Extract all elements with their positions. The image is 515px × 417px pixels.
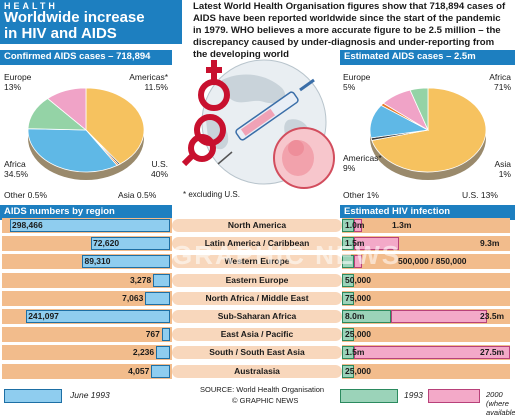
estimated-pie-chart (369, 87, 487, 180)
pie2-label-europe: Europe 5% (343, 72, 371, 92)
aids-bar (161, 328, 170, 342)
hiv-1993-bar (342, 273, 354, 287)
watermark: GRAPHIC NEWS (172, 240, 402, 270)
aids-bar (153, 273, 170, 287)
legend-june1993: June 1993 (70, 390, 110, 400)
male-symbol-icon (181, 114, 226, 167)
pie1-label-africa: Africa 34.5% (4, 159, 29, 179)
legend-2000: 2000 (where available) (486, 390, 515, 417)
aids-value: 7,063 (122, 292, 144, 303)
pie2-label-asia: Asia 1% (494, 159, 511, 179)
aids-bar (156, 346, 170, 360)
hiv-1993-bar (342, 310, 392, 323)
pie1-label-other: Other 0.5% (4, 190, 48, 200)
pie2-label-africa: Africa 71% (489, 72, 511, 92)
aids-bar (145, 291, 170, 305)
region-name: Latin America / Caribbean (172, 237, 342, 251)
confirmed-pie-chart (27, 87, 145, 180)
hiv-2000-value: 27.5m (480, 347, 505, 358)
fetus-icon (273, 127, 335, 189)
pie1-label-us: U.S. 40% (150, 159, 168, 179)
region-name: Sub-Saharan Africa (172, 310, 342, 323)
region-name: Australasia (172, 364, 342, 378)
hiv-2000-value: 500,000 / 850,000 (398, 256, 467, 267)
aids-value: 767 (145, 329, 160, 340)
hiv-1993-value: 50,000 (345, 274, 371, 285)
female-symbol-icon (198, 60, 230, 111)
hiv-2000-bar (354, 346, 510, 360)
aids-value: 72,620 (93, 238, 120, 249)
region-name: South / South East Asia (172, 346, 342, 360)
aids-value: 4,057 (128, 365, 150, 376)
hiv-1993-value: 1.5m (345, 238, 365, 249)
pie-slice-americas (46, 87, 87, 131)
region-name: East Asia / Pacific (172, 328, 342, 342)
region-name: Western Europe (172, 255, 342, 269)
hiv-2000-value: 23.5m (480, 311, 505, 321)
hiv-1993-value: 1.0m (345, 220, 365, 230)
footnote: * excluding U.S. (183, 190, 240, 199)
page-title-line1: Worldwide increase (4, 9, 145, 26)
hiv-1993-bar (342, 346, 354, 360)
legend-1993: 1993 (404, 390, 423, 400)
pie-slice-africa (371, 87, 487, 173)
hiv-2000-bar (354, 237, 400, 251)
page-title-line2: in HIV and AIDS (4, 25, 117, 42)
hiv-1993-bar (342, 328, 354, 342)
region-table: North America 298,466 1.0m 1.3m Latin Americ… (0, 218, 515, 383)
region-name: Eastern Europe (172, 273, 342, 287)
pie1-label-asia: Asia 0.5% (118, 190, 157, 200)
pie-slice-us (85, 87, 145, 165)
intro-text: Latest World Health Organisation figures… (193, 1, 506, 60)
hiv-2000-bar (354, 219, 362, 232)
hiv-2000-bar (391, 310, 488, 323)
hiv-infection-header: Estimated HIV infection (340, 205, 515, 220)
aids-value: 89,310 (84, 256, 111, 267)
confirmed-header: Confirmed AIDS cases – 718,894 (0, 50, 172, 65)
aids-value: 2,236 (132, 347, 155, 358)
pie-slice-europe (409, 87, 429, 131)
aids-value: 298,466 (12, 220, 43, 230)
aids-bar (151, 364, 170, 378)
aids-bar (82, 255, 170, 269)
pie2-label-americas: Americas* 9% (343, 153, 382, 173)
hiv-1993-value: 75,000 (345, 292, 371, 303)
hiv-1993-bar (342, 255, 354, 269)
aids-bar (91, 237, 170, 251)
pie2-label-us: U.S. 13% (462, 190, 498, 200)
hiv-1993-bar (342, 219, 354, 232)
hiv-1993-value: 8.0m (345, 311, 365, 321)
aids-bar (26, 310, 170, 323)
aids-bar (10, 219, 170, 232)
hiv-1993-value: 25,000 (345, 365, 371, 376)
source-credit: SOURCE: World Health Organisation (200, 385, 325, 394)
aids-value: 3,278 (129, 274, 152, 285)
pie-slice-africa (27, 128, 118, 173)
aids-numbers-header: AIDS numbers by region (0, 205, 172, 220)
syringe-icon (217, 78, 315, 165)
pie2-label-other: Other 1% (343, 190, 379, 200)
hiv-1993-bar (342, 291, 354, 305)
hiv-1993-bar (342, 237, 354, 251)
hiv-2000-value: 1.3m (392, 220, 412, 230)
legend-swatch-june1993 (4, 389, 62, 403)
kicker: HEALTH (4, 1, 58, 11)
hiv-2000-bar (354, 255, 362, 269)
aids-value: 241,097 (28, 311, 59, 321)
title-block (0, 0, 182, 44)
illustration (181, 59, 335, 189)
region-name: North Africa / Middle East (172, 291, 342, 305)
graphic-news-credit: © GRAPHIC NEWS (232, 396, 299, 405)
estimated-header: Estimated AIDS cases – 2.5m (340, 50, 515, 65)
hiv-1993-value: 1.5m (345, 347, 365, 358)
pie1-label-americas: Americas* 11.5% (129, 72, 168, 92)
legend-swatch-2000 (428, 389, 480, 403)
pie1-label-europe: Europe 13% (4, 72, 32, 92)
hiv-1993-bar (342, 364, 354, 378)
hiv-1993-value: 25,000 (345, 329, 371, 340)
legend-swatch-1993 (340, 389, 398, 403)
region-name: North America (172, 219, 342, 232)
hiv-2000-value: 9.3m (480, 238, 500, 249)
